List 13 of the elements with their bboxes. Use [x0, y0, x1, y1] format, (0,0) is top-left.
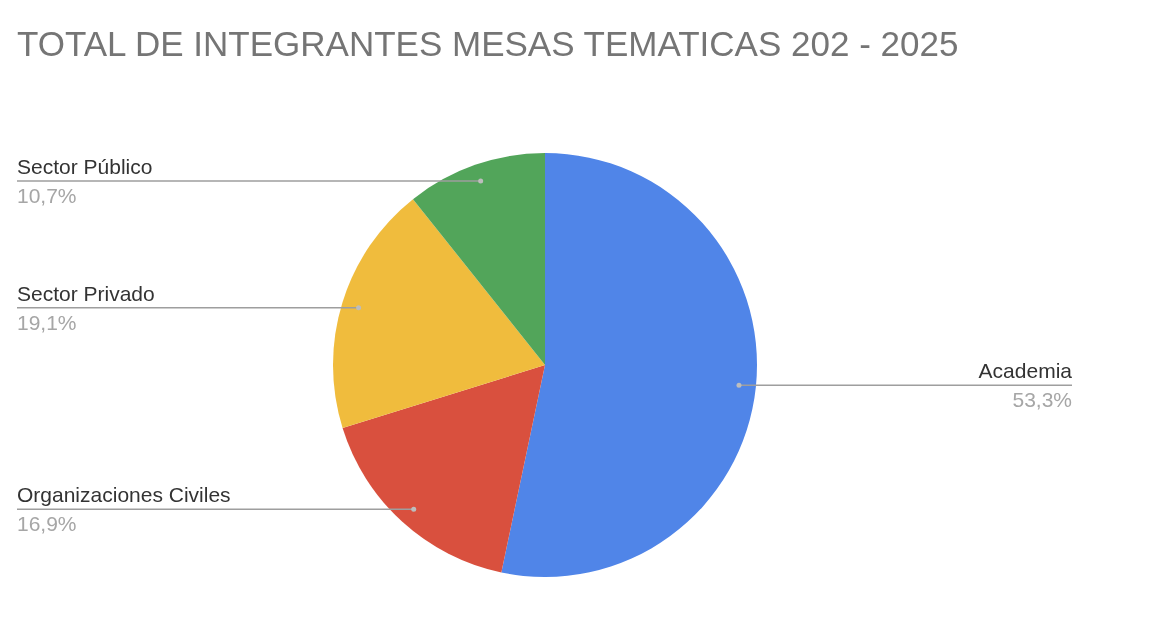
- pie-slice: [412, 153, 545, 365]
- pie-slice: [342, 365, 545, 573]
- slice-label: Sector Privado: [17, 281, 155, 305]
- slice-label: Academia: [978, 359, 1073, 383]
- pie-slice: [333, 199, 545, 428]
- slice-label: Organizaciones Civiles: [17, 483, 231, 507]
- pie-slice: [501, 153, 757, 577]
- data-label: 16,9%: [17, 512, 77, 536]
- slice-label: Sector Público: [17, 154, 153, 178]
- data-label: 10,7%: [17, 183, 77, 207]
- data-label: 53,3%: [1012, 388, 1072, 412]
- data-label: 19,1%: [17, 310, 77, 334]
- chart-title: TOTAL DE INTEGRANTES MESAS TEMATICAS 202 - 2025: [17, 24, 959, 63]
